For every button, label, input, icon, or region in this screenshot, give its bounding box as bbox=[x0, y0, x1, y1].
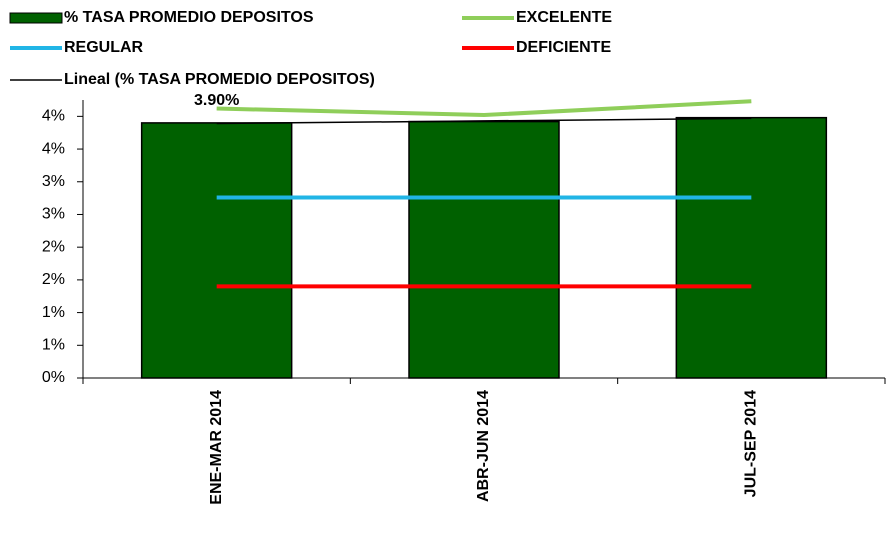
legend-label: Lineal (% TASA PROMEDIO DEPOSITOS) bbox=[64, 71, 375, 88]
bar bbox=[408, 120, 560, 379]
y-tick-label: 4% bbox=[42, 140, 65, 157]
data-label: 3.90% bbox=[194, 92, 239, 109]
y-tick-label: 1% bbox=[42, 337, 65, 354]
legend-label: DEFICIENTE bbox=[516, 39, 611, 56]
bar bbox=[675, 116, 828, 379]
y-tick-label: 2% bbox=[42, 238, 65, 255]
y-tick-label: 0% bbox=[42, 369, 65, 386]
bar bbox=[140, 122, 293, 379]
line-series bbox=[216, 117, 752, 125]
y-tick-label: 1% bbox=[42, 304, 65, 321]
y-tick-label: 3% bbox=[42, 173, 65, 190]
legend-label: EXCELENTE bbox=[516, 9, 612, 26]
x-tick-label: ENE-MAR 2014 bbox=[208, 390, 225, 505]
y-tick-label: 3% bbox=[42, 206, 65, 223]
y-tick-label: 4% bbox=[42, 108, 65, 125]
x-tick-label: ABR-JUN 2014 bbox=[475, 390, 492, 502]
legend-label: % TASA PROMEDIO DEPOSITOS bbox=[64, 9, 314, 26]
legend-label: REGULAR bbox=[64, 39, 144, 56]
legend-swatch bbox=[9, 12, 63, 24]
line-series bbox=[216, 99, 752, 118]
y-tick-label: 2% bbox=[42, 271, 65, 288]
x-tick-label: JUL-SEP 2014 bbox=[743, 390, 760, 497]
